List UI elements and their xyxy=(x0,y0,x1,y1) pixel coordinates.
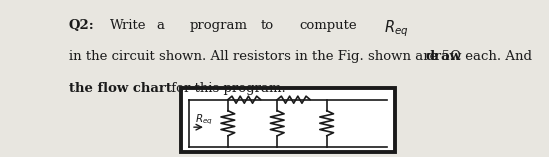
Text: Write: Write xyxy=(110,19,146,32)
Text: a: a xyxy=(156,19,165,32)
Text: program: program xyxy=(189,19,248,32)
Text: draw: draw xyxy=(425,50,462,63)
Text: compute: compute xyxy=(299,19,357,32)
Text: to: to xyxy=(261,19,274,32)
Bar xyxy=(181,88,395,152)
Text: the flow chart: the flow chart xyxy=(69,82,171,95)
Text: $R_{eq}$: $R_{eq}$ xyxy=(384,19,409,39)
Text: $R_{eq}$: $R_{eq}$ xyxy=(195,112,213,127)
Text: for this program.: for this program. xyxy=(167,82,286,95)
Text: in the circuit shown. All resistors in the Fig. shown are 5Ω each. And: in the circuit shown. All resistors in t… xyxy=(69,50,536,63)
Text: Q2:: Q2: xyxy=(69,19,94,32)
